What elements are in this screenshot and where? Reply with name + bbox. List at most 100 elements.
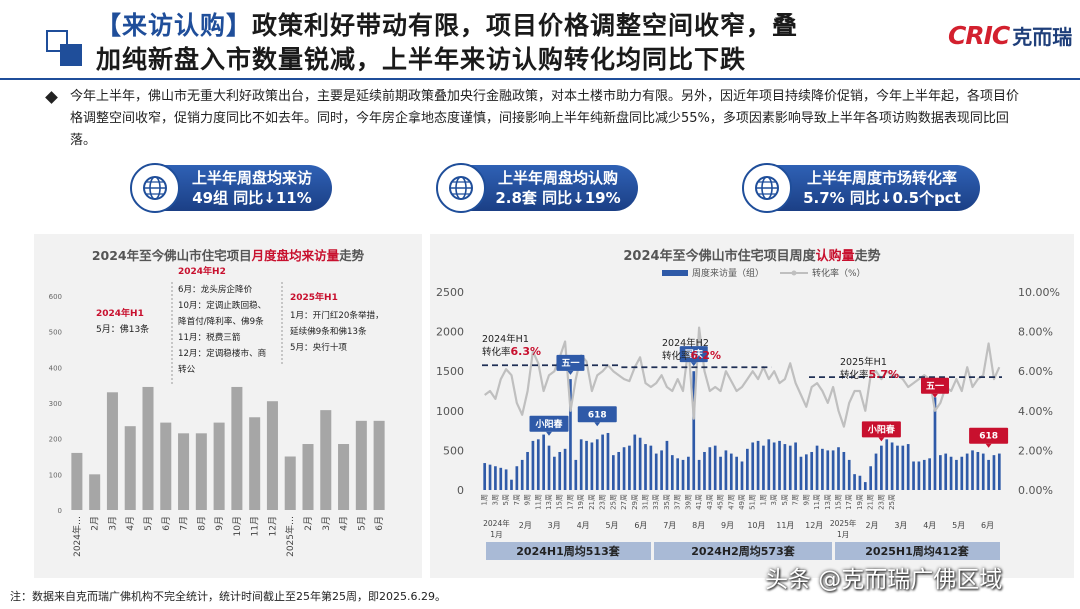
right-week-label: 25周 — [888, 494, 896, 510]
left-x-tick-label: 11月 — [250, 516, 261, 536]
event-tag-bg — [577, 406, 617, 423]
right-week-label: 45周 — [717, 494, 725, 510]
left-bars — [71, 386, 385, 510]
right-week-label: 41周 — [695, 494, 703, 510]
kpi-value: 2.8套 同比↓19% — [495, 189, 621, 207]
left-x-tick-label: 8月 — [196, 516, 207, 531]
left-y-tick-label: 100 — [49, 471, 62, 479]
event-tag-pointer — [931, 393, 938, 398]
event-tag-label: 小阳春 — [535, 418, 564, 430]
right-bar — [638, 437, 642, 490]
right-bar — [585, 440, 588, 490]
right-bar — [853, 474, 856, 490]
right-bar — [815, 445, 819, 490]
right-bar — [569, 379, 572, 490]
cric-logo: CRIC 克而瑞 — [948, 20, 1072, 50]
right-bar — [767, 439, 771, 490]
period-bar-2024h2 — [654, 542, 832, 560]
right-title-highlight: 认购量 — [816, 248, 855, 264]
left-x-tick-label: 2025年… — [284, 516, 296, 557]
right-week-label: 31周 — [642, 494, 650, 510]
right-week-label: 49周 — [738, 494, 746, 510]
right-bar — [660, 450, 663, 490]
kpi-label: 上半年周盘均来访 — [191, 169, 312, 187]
event-tag-pointer — [567, 370, 574, 375]
right-month-label: 2月 — [865, 521, 878, 530]
right-y-left-tick: 500 — [443, 444, 464, 457]
right-week-label: 1周 — [759, 494, 767, 505]
right-bar — [880, 445, 883, 490]
right-month-label: 4月 — [923, 521, 936, 530]
right-bar — [681, 459, 685, 490]
right-y-left-tick: 1000 — [436, 405, 464, 418]
period-label-2024h1: 2024H1周均513套 — [516, 544, 620, 558]
left-x-tick-label: 4月 — [339, 516, 350, 531]
right-month-label: 6月 — [634, 521, 647, 530]
globe-icon — [130, 163, 180, 213]
right-anno-2024h1-title: 2024年H1 — [482, 333, 529, 345]
left-x-tick-label: 10月 — [232, 516, 243, 536]
logo-mark: CRIC — [948, 20, 1010, 50]
right-bar — [992, 455, 996, 490]
left-x-tick-label: 5月 — [143, 516, 154, 531]
kpi-conversion-rate: 上半年周度市场转化率 5.7% 同比↓0.5个pct — [742, 163, 980, 213]
event-tag-bg — [969, 427, 1009, 444]
left-x-tick-label: 2月 — [90, 516, 101, 531]
right-anno-2025h1-rate: 转化率5.7% — [840, 368, 899, 381]
right-week-label: 5周 — [781, 494, 789, 505]
kpi-value: 49组 同比↓11% — [192, 189, 312, 207]
kpi-text: 上半年周盘均来访 49组 同比↓11% — [186, 168, 318, 208]
right-bar — [665, 440, 669, 490]
left-bar — [178, 433, 190, 510]
anno-2025h1-title: 2025年H1 — [290, 291, 338, 303]
right-bar — [821, 448, 824, 490]
right-bar — [874, 453, 878, 490]
right-bar — [896, 445, 899, 490]
right-month-label: 10月 — [747, 521, 765, 530]
left-chart-title: 2024年至今佛山市住宅项目月度盘均来访量走势 — [92, 248, 365, 263]
right-week-label: 13周 — [824, 494, 832, 510]
footnote: 注：数据来自克而瑞广佛机构不完全统计，统计时间截止至25年第25周，即2025.… — [10, 590, 446, 603]
right-bar — [804, 454, 808, 490]
left-title-pre: 2024年至今佛山市住宅项目 — [92, 248, 252, 263]
left-bar — [142, 386, 154, 510]
right-bar — [746, 448, 749, 490]
right-bar — [794, 442, 797, 490]
anno-2024h2-line: 6月：龙头房企降价 — [178, 283, 253, 295]
event-tag-bg — [529, 415, 569, 432]
right-week-label: 11周 — [534, 494, 542, 510]
left-bar — [106, 392, 118, 510]
right-bar — [622, 447, 626, 490]
right-bar — [483, 463, 487, 490]
anno-2024h2-line: 转公 — [178, 363, 196, 375]
right-bar — [729, 453, 733, 490]
left-x-tick-label: 6月 — [161, 516, 172, 531]
right-bar — [676, 458, 680, 490]
right-week-label: 7周 — [513, 494, 521, 505]
right-week-label: 5周 — [502, 494, 510, 505]
right-reference-lines — [482, 364, 1002, 379]
left-bar — [124, 426, 136, 510]
right-month-label: 2025年 — [830, 518, 857, 528]
period-bar-2025h1 — [835, 542, 1000, 560]
event-tag-bg — [679, 346, 708, 363]
left-x-labels: 2024年… 2月 3月 4月 5月 6月 7月 8月 9月 10月 11月 12月 2025年… 2月 3… — [71, 516, 385, 557]
right-week-label: 13周 — [545, 494, 553, 510]
event-tag-label: 小阳春 — [867, 423, 896, 435]
right-bar — [917, 461, 921, 490]
right-week-label: 1周 — [481, 494, 489, 505]
left-y-tick-label: 0 — [58, 507, 62, 515]
event-tag-pointer — [690, 362, 697, 367]
kpi-text: 上半年周度市场转化率 5.7% 同比↓0.5个pct — [798, 168, 966, 208]
right-month-label: 1月 — [837, 530, 849, 539]
right-bar — [944, 453, 948, 490]
right-bar — [488, 464, 492, 490]
right-bar — [735, 456, 738, 490]
anno-2025h1-line: 5月：央行十项 — [290, 341, 347, 353]
right-week-label: 47周 — [727, 494, 735, 510]
right-month-label: 2024年 — [483, 518, 510, 528]
right-bar — [955, 459, 958, 490]
event-tag-label: 618 — [588, 410, 607, 420]
left-x-tick-label: 9月 — [214, 516, 225, 531]
